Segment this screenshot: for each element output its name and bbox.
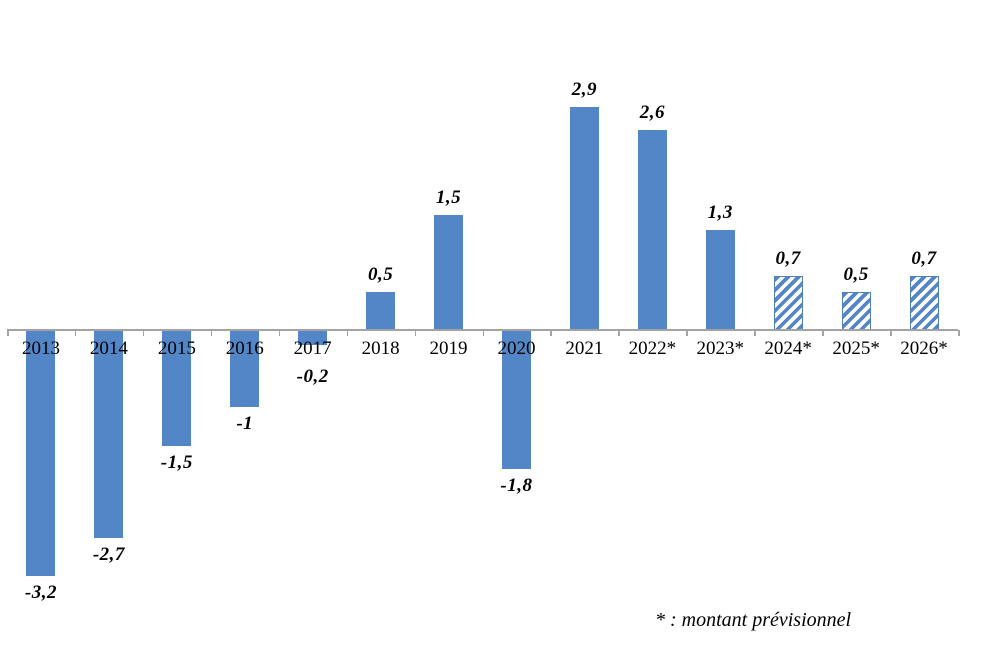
bar-value-label: 1,3 (707, 201, 733, 223)
axis-tick (686, 330, 688, 336)
bar (637, 129, 667, 330)
x-axis-label: 2016 (225, 338, 264, 359)
bar-value-label: -2,7 (92, 543, 125, 565)
bar-value-label: 1,5 (435, 186, 462, 208)
axis-tick (482, 330, 484, 336)
x-axis-label: 2017 (293, 338, 332, 359)
footnote: * : montant prévisionnel (655, 609, 852, 631)
bar (298, 330, 328, 346)
bar-value-label: -0,2 (296, 366, 329, 387)
forecast-bar (909, 276, 939, 330)
bar-value-label: -1,5 (160, 451, 193, 473)
axis-tick (890, 330, 892, 336)
axis-tick (210, 330, 213, 336)
axis-tick (958, 330, 960, 336)
bar-value-label: 2,9 (571, 78, 598, 100)
x-axis-line (7, 329, 958, 331)
bar-value-label: 0,7 (775, 248, 801, 270)
bar-value-label: 2,6 (639, 101, 665, 123)
bar-value-label: 0,5 (843, 263, 869, 285)
x-axis-label: 2023* (696, 338, 745, 359)
bar (26, 330, 56, 577)
forecast-bar (773, 276, 803, 330)
bar (94, 330, 124, 538)
axis-tick (414, 330, 417, 336)
bar (230, 330, 260, 407)
bar (501, 330, 531, 469)
bar-value-label: 0,7 (911, 248, 937, 270)
bar (366, 291, 396, 330)
x-axis-label: 2019 (429, 338, 468, 359)
bar (569, 106, 599, 330)
x-axis-label: 2024* (764, 338, 812, 359)
bar (705, 229, 735, 330)
axis-tick (346, 330, 349, 336)
x-axis-label: 2018 (361, 338, 400, 359)
forecast-bar (841, 291, 871, 330)
x-axis-label: 2014 (89, 338, 128, 359)
x-axis-label: 2026* (900, 338, 948, 359)
axis-tick (278, 330, 281, 336)
x-axis-label: 2020 (497, 338, 536, 359)
axis-tick (7, 330, 9, 336)
axis-tick (74, 330, 77, 336)
bar-value-label: 0,5 (367, 263, 394, 285)
bar-value-label: -3,2 (24, 582, 57, 604)
x-axis-label: 2022* (628, 338, 677, 359)
x-axis-label: 2021 (565, 338, 604, 359)
x-axis-label: 2013 (21, 338, 60, 359)
bar (434, 214, 464, 330)
x-axis-label: 2025* (832, 338, 880, 359)
x-axis-label: 2015 (157, 338, 196, 359)
axis-tick (618, 330, 620, 336)
axis-tick (822, 330, 824, 336)
bar-value-label: -1,8 (500, 474, 533, 496)
bar-value-label: -1 (236, 413, 254, 434)
axis-tick (550, 330, 552, 336)
bar (162, 330, 192, 446)
axis-tick (142, 330, 145, 336)
axis-tick (754, 330, 756, 336)
